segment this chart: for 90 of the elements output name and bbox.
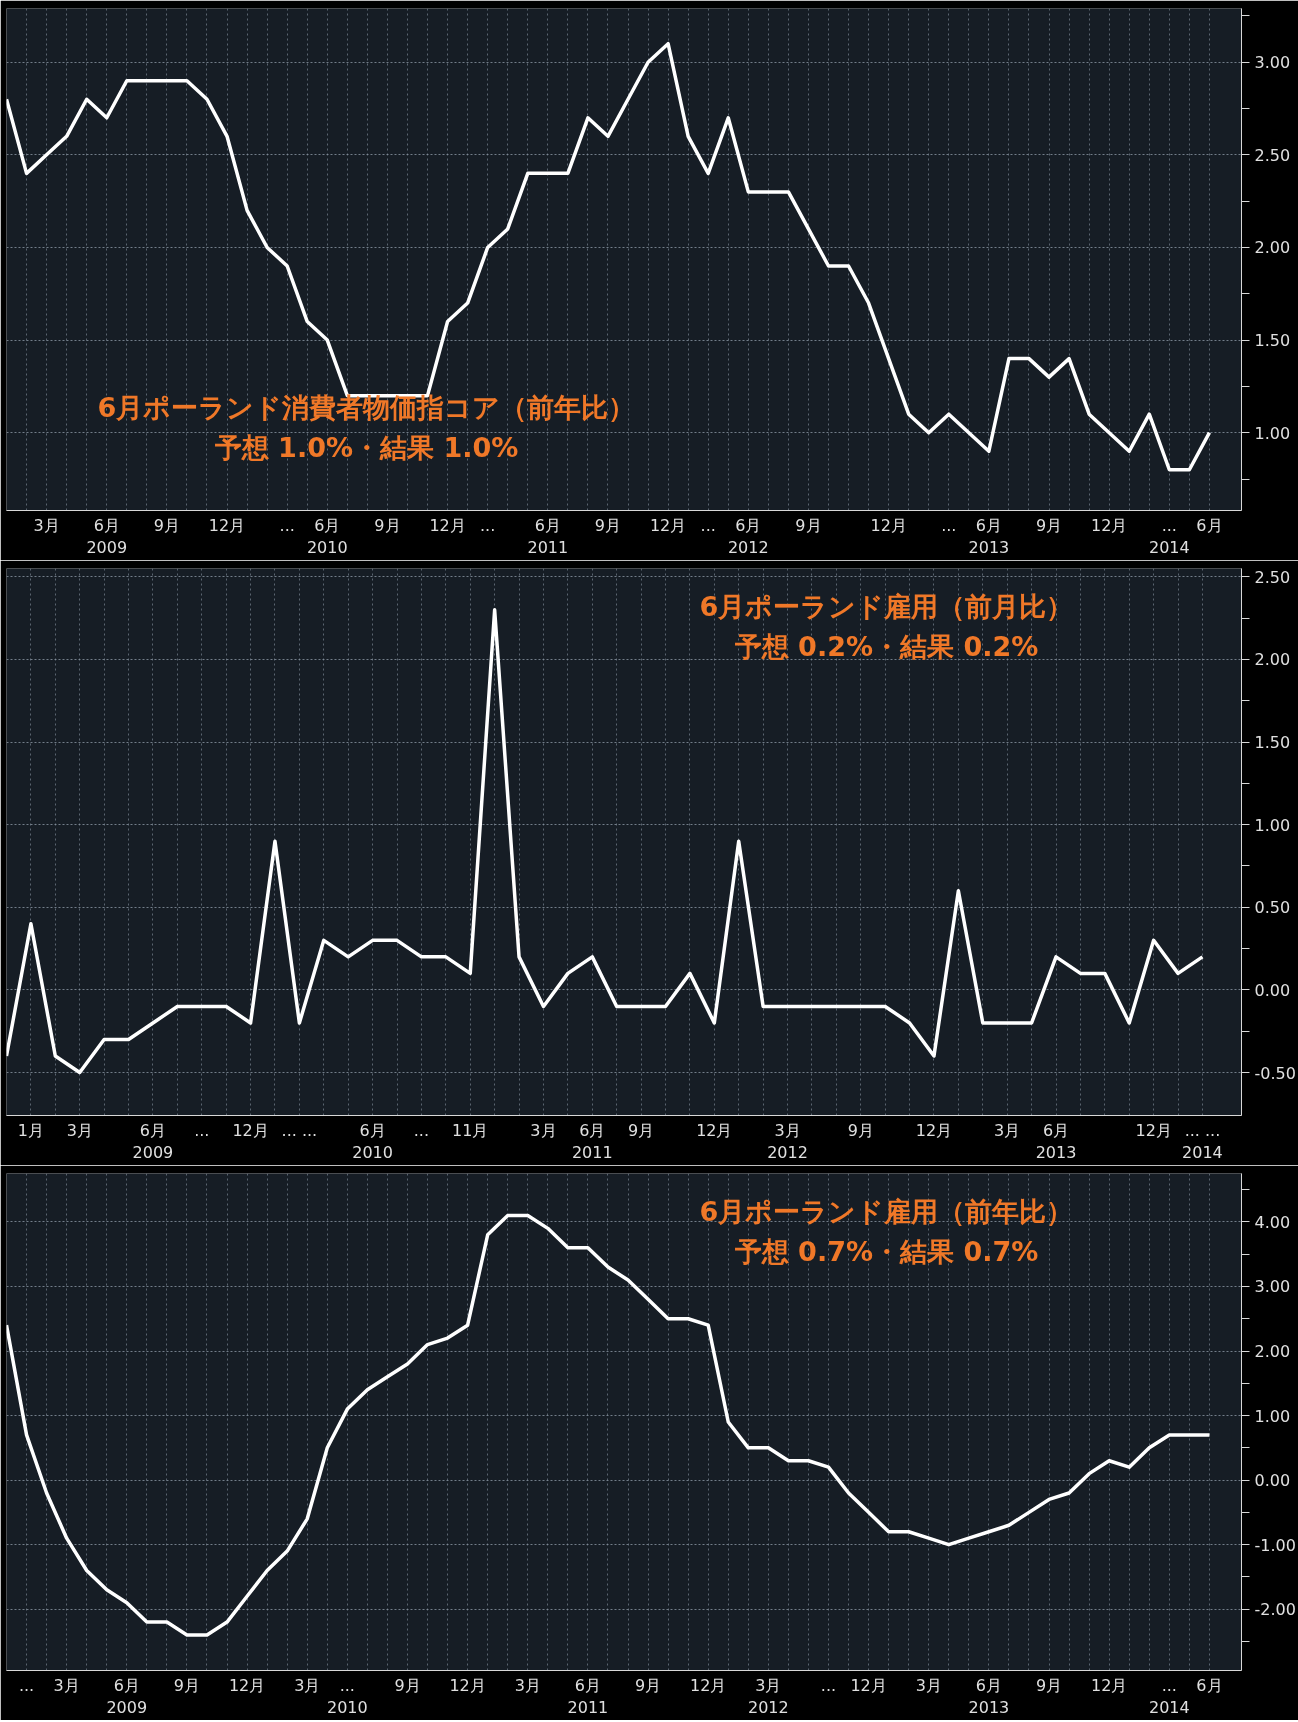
annotation: 6月ポーランド雇用（前年比）	[699, 1195, 1074, 1227]
x-tick-label: 1月	[17, 1120, 44, 1140]
x-tick-label: 3月 2012	[747, 1675, 789, 1718]
x-tick-label: 9月	[1035, 515, 1063, 535]
x-tick-label: 6月 2009	[86, 515, 128, 558]
x-tick-label: 9月	[153, 515, 180, 535]
x-tick-label: 12月	[915, 1120, 953, 1140]
y-tick-label: -0.50	[1254, 1063, 1296, 1083]
x-tick-label: ...	[700, 515, 716, 535]
x-tick-label: 12月	[449, 1675, 486, 1695]
x-tick-label: 3月	[294, 1675, 321, 1695]
y-tick-label: 0.00	[1254, 1471, 1291, 1491]
annotation: 予想 0.2%・結果 0.2%	[733, 630, 1039, 662]
x-tick-label: 9月	[1035, 1675, 1063, 1695]
y-tick-label: 1.50	[1254, 331, 1291, 351]
x-tick-label: 6月 2010	[306, 515, 348, 558]
x-tick-label: 9月	[628, 1120, 655, 1140]
x-tick-label: 12月	[850, 1675, 887, 1695]
x-tick-label: 9月	[173, 1675, 201, 1695]
annotation: 6月ポーランド雇用（前月比）	[699, 590, 1074, 622]
y-tick-label: 3.00	[1254, 1277, 1291, 1297]
x-tick-label: 3月	[33, 515, 60, 535]
x-tick-label: 3月 2012	[767, 1120, 808, 1163]
y-tick-label: 2.50	[1254, 145, 1291, 165]
y-tick-label: 3.00	[1254, 53, 1291, 73]
y-tick-label: -1.00	[1254, 1535, 1296, 1555]
x-tick-label: 3月	[915, 1675, 942, 1695]
y-tick-label: 1.00	[1254, 815, 1291, 835]
y-tick-label: -2.00	[1254, 1600, 1296, 1620]
y-tick-label: 2.00	[1254, 650, 1291, 670]
x-tick-label: 3月	[53, 1675, 80, 1695]
x-tick-label: 11月	[452, 1120, 489, 1140]
y-tick-label: 0.50	[1254, 898, 1291, 918]
x-tick-label: ... ... 2014	[1182, 1120, 1223, 1163]
x-tick-label: 12月	[228, 1675, 266, 1695]
x-tick-label: 6月 2011	[527, 515, 569, 558]
x-tick-label: 6月	[1196, 515, 1223, 535]
x-tick-label: 9月	[847, 1120, 874, 1140]
x-tick-label: ...	[480, 515, 496, 535]
x-tick-label: ...	[941, 515, 957, 535]
x-tick-label: 6月 2011	[571, 1120, 613, 1163]
x-tick-label: 9月	[795, 515, 822, 535]
y-tick-label: 2.00	[1254, 238, 1291, 258]
x-tick-label: ...	[279, 515, 295, 535]
x-tick-label: 12月	[208, 515, 246, 535]
x-tick-label: 12月	[1091, 515, 1128, 535]
x-tick-label: ...	[194, 1120, 210, 1140]
y-tick-label: 0.00	[1254, 980, 1291, 1000]
x-tick-label: 6月	[1196, 1675, 1223, 1695]
x-tick-label: ... ...	[281, 1120, 318, 1140]
x-tick-label: 6月 2009	[132, 1120, 174, 1163]
x-tick-label: 6月 2012	[727, 515, 769, 558]
y-tick-label: 1.00	[1254, 1406, 1291, 1426]
y-tick-label: 2.00	[1254, 1342, 1291, 1361]
x-tick-label: 3月	[66, 1120, 93, 1140]
x-tick-label: ... 2010	[326, 1675, 368, 1718]
x-tick-label: ... 2014	[1148, 1675, 1190, 1718]
y-tick-label: 1.00	[1254, 423, 1291, 443]
x-tick-label: 6月 2010	[352, 1120, 393, 1163]
x-tick-label: 3月	[994, 1120, 1021, 1140]
x-tick-label: 9月	[374, 515, 401, 535]
x-tick-label: 9月	[634, 1675, 662, 1695]
annotation: 予想 1.0%・結果 1.0%	[213, 431, 519, 463]
x-tick-label: 6月 2013	[968, 515, 1010, 558]
x-tick-label: 3月	[530, 1120, 557, 1140]
x-tick-label: 12月	[232, 1120, 269, 1140]
x-tick-label: 12月	[1091, 1675, 1128, 1695]
x-tick-label: ... 2014	[1148, 515, 1190, 558]
y-tick-label: 4.00	[1254, 1212, 1291, 1232]
x-tick-label: 12月	[696, 1120, 733, 1140]
y-tick-label: 1.50	[1254, 733, 1291, 753]
x-tick-label: 6月 2011	[567, 1675, 609, 1718]
x-tick-label: ...	[820, 1675, 837, 1695]
x-tick-label: 9月	[594, 515, 622, 535]
annotation: 6月ポーランド消費者物価指コア（前年比）	[97, 391, 636, 423]
x-tick-label: 6月 2009	[106, 1675, 148, 1718]
x-tick-label: ...	[413, 1120, 430, 1140]
x-tick-label: 6月 2013	[1035, 1120, 1077, 1163]
x-tick-label: 6月 2013	[968, 1675, 1010, 1718]
x-tick-label: 12月	[1135, 1120, 1172, 1140]
x-tick-label: 12月	[870, 515, 907, 535]
x-tick-label: 9月	[394, 1675, 421, 1695]
y-tick-label: 2.50	[1254, 567, 1291, 587]
x-tick-label: 12月	[690, 1675, 727, 1695]
x-tick-label: 3月	[514, 1675, 541, 1695]
x-tick-label: 12月	[649, 515, 687, 535]
annotation: 予想 0.7%・結果 0.7%	[733, 1235, 1039, 1267]
line-series	[6, 41, 1212, 472]
x-tick-label: ...	[18, 1675, 35, 1695]
x-tick-label: 12月	[429, 515, 466, 535]
